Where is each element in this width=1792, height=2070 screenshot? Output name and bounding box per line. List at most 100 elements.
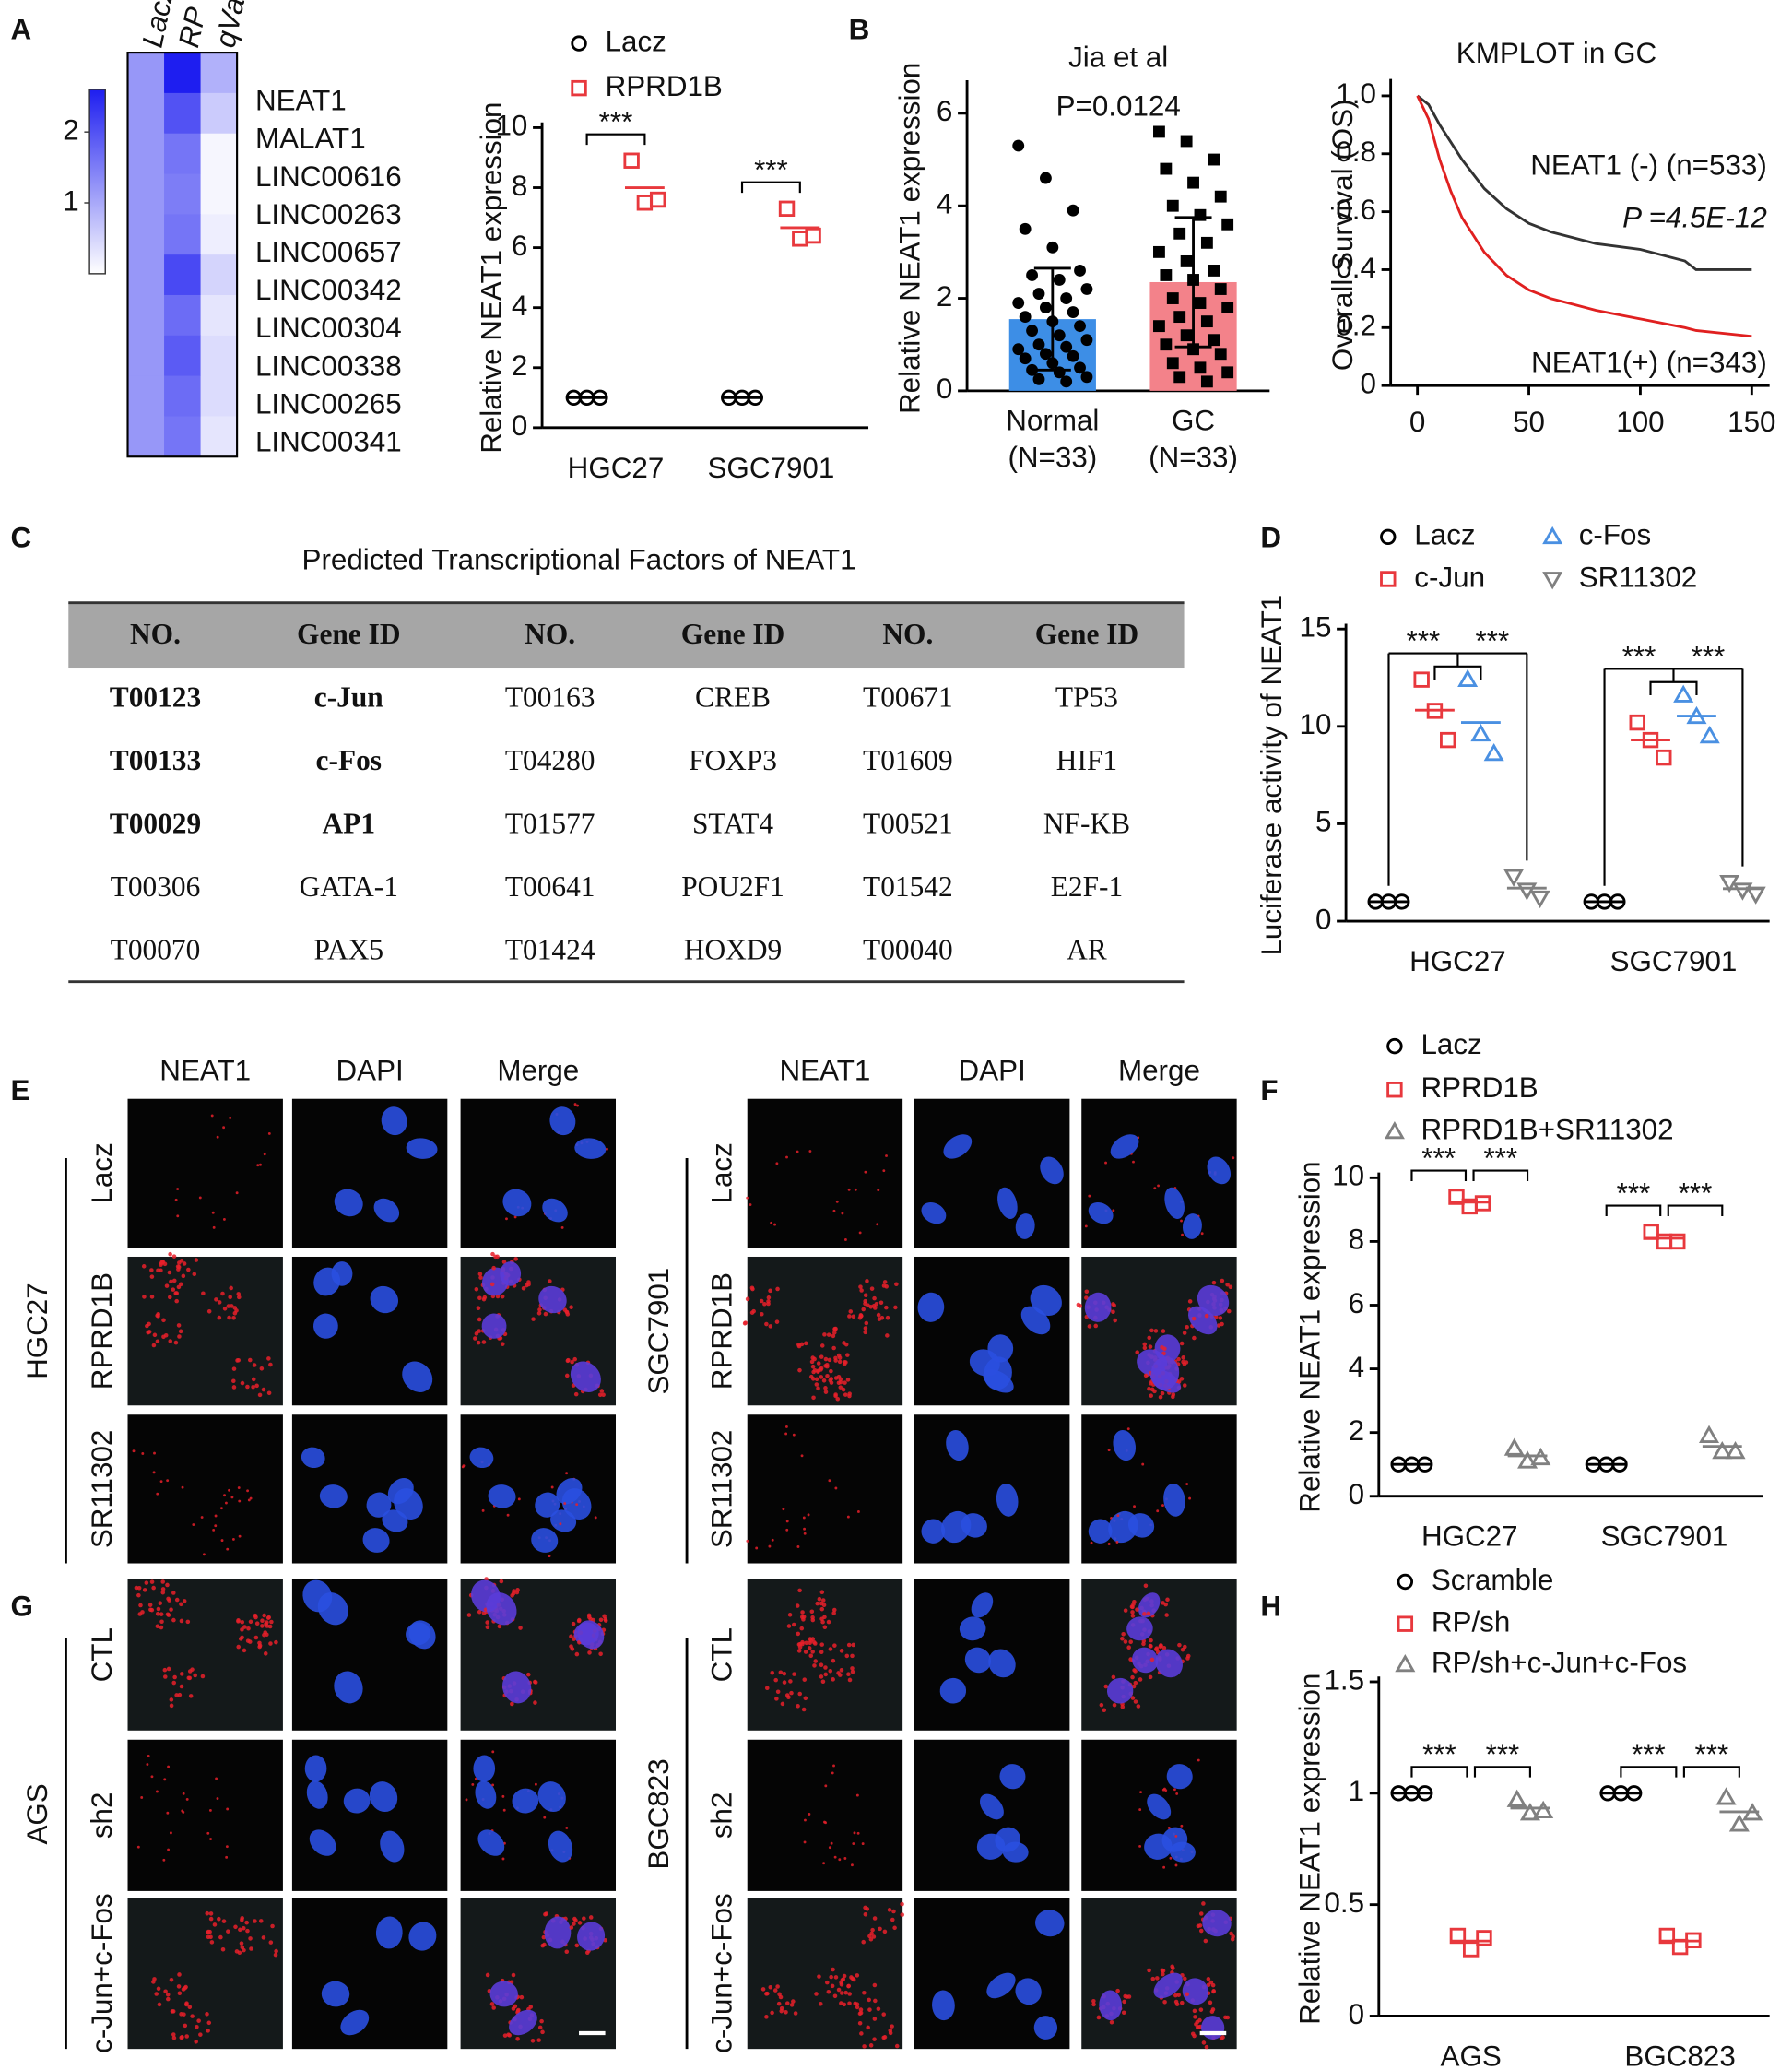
point: [1180, 254, 1193, 267]
panel-label: D: [1260, 521, 1281, 553]
neat1-signal: [808, 1150, 812, 1153]
y-axis-label: Relative NEAT1 expression: [893, 63, 925, 414]
error-bar: [1174, 216, 1212, 349]
neat1-signal: [212, 1225, 216, 1229]
neat1-signal: [861, 1939, 866, 1945]
neat1-signal: [223, 1494, 226, 1497]
neat1-signal: [521, 1285, 526, 1291]
row-label: CTL: [86, 1627, 118, 1682]
neat1-signal: [1198, 1928, 1204, 1934]
neat1-signal: [1148, 1674, 1153, 1680]
neat1-signal: [179, 1684, 184, 1689]
neat1-signal: [151, 1980, 156, 1984]
neat1-signal: [235, 1358, 240, 1363]
neat1-signal: [766, 1295, 772, 1300]
neat1-signal: [586, 1613, 592, 1618]
neat1-signal: [1148, 1344, 1153, 1349]
neat1-signal: [808, 1374, 814, 1379]
y-axis-label: Relative NEAT1 expression: [1293, 1161, 1326, 1512]
heat-cell: [200, 92, 238, 135]
point: [1032, 373, 1045, 385]
nucleus: [380, 1830, 405, 1863]
neat1-signal: [569, 1305, 573, 1309]
neat1-signal: [882, 1280, 888, 1284]
significance-label: ***: [1679, 1177, 1713, 1209]
heat-cell: [164, 416, 202, 457]
neat1-signal: [156, 1268, 160, 1273]
neat1-signal: [512, 1589, 516, 1593]
neat1-signal: [228, 1488, 230, 1492]
y-tick-label: 8: [512, 170, 527, 202]
neat1-signal: [165, 1582, 170, 1588]
nucleus: [531, 1528, 559, 1553]
nucleus: [932, 1990, 955, 2021]
neat1-signal: [872, 2037, 877, 2041]
neat1-signal: [160, 1590, 166, 1595]
neat1-signal: [251, 1384, 255, 1390]
nucleus: [1170, 1841, 1196, 1863]
nucleus: [1144, 1833, 1173, 1860]
neat1-signal: [847, 1314, 852, 1319]
neat1-signal: [159, 1625, 164, 1630]
y-tick-label: 0: [937, 373, 952, 405]
neat1-signal: [169, 1697, 174, 1702]
neat1-signal: [764, 2015, 769, 2019]
neat1-signal: [774, 1319, 780, 1324]
point: [1160, 162, 1173, 175]
neat1-signal: [808, 1640, 812, 1645]
neat1-signal: [253, 1919, 257, 1923]
neat1-signal: [169, 1607, 173, 1612]
nucleus: [406, 1138, 438, 1159]
neat1-signal: [856, 1831, 860, 1835]
neat1-signal: [878, 1926, 882, 1932]
neat1-signal: [160, 1587, 166, 1591]
point: [1060, 375, 1073, 388]
micrograph: [127, 1098, 283, 1248]
heat-cell: [164, 53, 202, 94]
neat1-signal: [796, 1631, 801, 1637]
neat1-signal: [560, 1225, 564, 1229]
neat1-signal: [190, 2014, 195, 2018]
annotation: P=0.0124: [1056, 89, 1181, 122]
point: [1032, 338, 1045, 351]
neat1-signal: [565, 1358, 571, 1364]
neat1-signal: [843, 1392, 848, 1397]
neat1-signal: [544, 1911, 548, 1916]
neat1-signal: [167, 1270, 172, 1275]
neat1-signal: [788, 1679, 793, 1684]
neat1-signal: [491, 1265, 496, 1271]
table-cell: T00306: [111, 870, 201, 903]
neat1-signal: [1185, 1483, 1189, 1485]
neat1-signal: [828, 1846, 831, 1850]
point: [1187, 176, 1199, 189]
neat1-signal: [167, 1765, 171, 1768]
nucleus: [475, 1780, 497, 1809]
neat1-signal: [799, 1626, 805, 1631]
neat1-signal: [822, 1625, 828, 1630]
nucleus: [1153, 1972, 1183, 1999]
neat1-signal: [245, 1638, 251, 1643]
neat1-signal: [491, 2005, 496, 2010]
nucleus: [312, 1313, 338, 1339]
neat1-signal: [232, 1310, 238, 1316]
neat1-signal: [214, 1514, 218, 1518]
gene-label: LINC00657: [255, 236, 402, 268]
neat1-signal: [1183, 1644, 1187, 1650]
neat1-signal: [900, 1912, 905, 1917]
neat1-signal: [745, 1296, 750, 1302]
neat1-signal: [165, 1992, 171, 1997]
y-tick-label: 5: [1315, 806, 1331, 838]
neat1-signal: [867, 1934, 872, 1939]
significance-bracket: [1433, 653, 1482, 680]
neat1-signal: [476, 1306, 481, 1310]
neat1-signal: [1133, 1699, 1138, 1704]
neat1-signal: [1185, 1656, 1190, 1661]
neat1-signal: [179, 1618, 184, 1624]
neat1-signal: [186, 1267, 191, 1272]
nucleus: [570, 1361, 601, 1392]
neat1-signal: [782, 1680, 787, 1685]
neat1-signal: [236, 1619, 241, 1624]
neat1-signal: [1229, 1931, 1233, 1936]
nucleus: [988, 1649, 1016, 1678]
